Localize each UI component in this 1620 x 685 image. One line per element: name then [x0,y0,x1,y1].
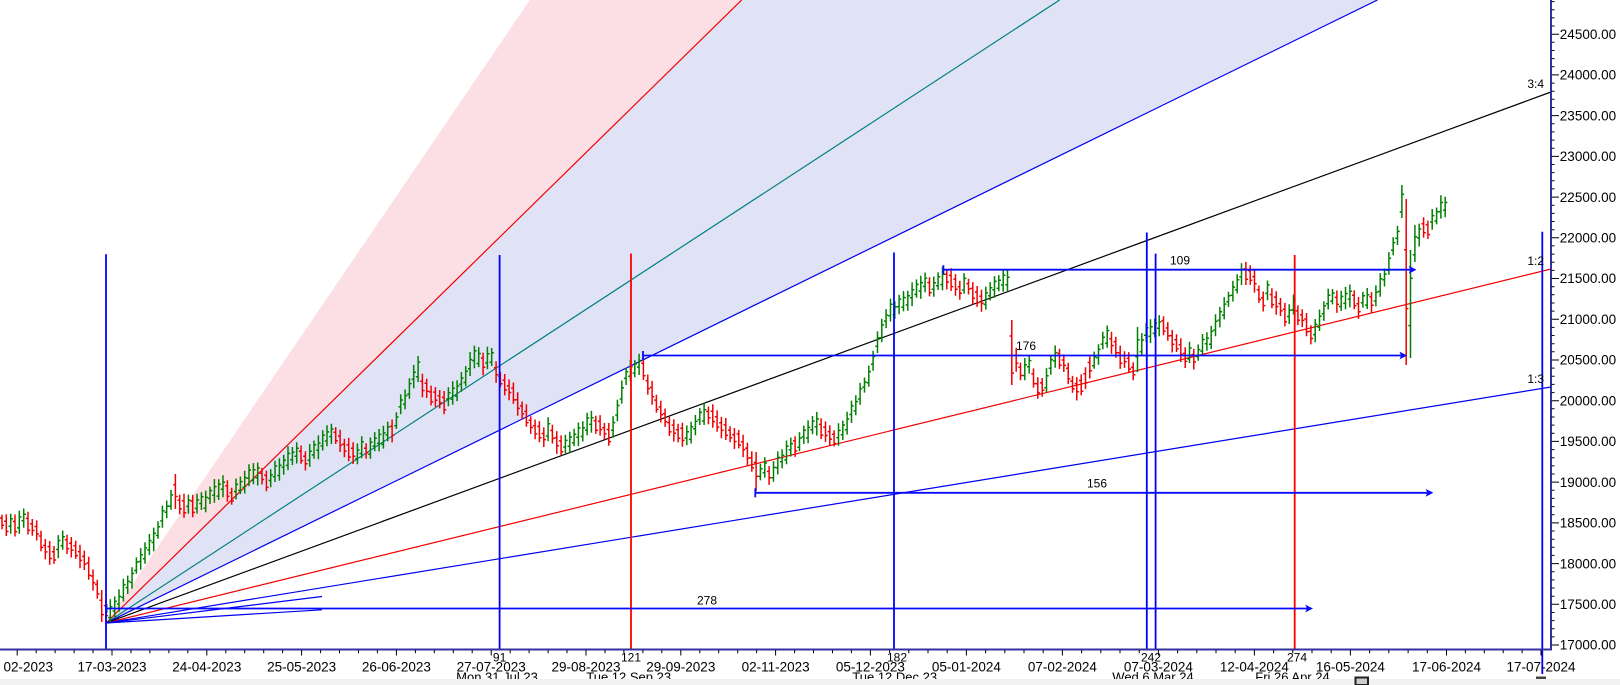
svg-text:17000.00: 17000.00 [1560,638,1616,653]
svg-text:278: 278 [697,593,717,607]
svg-text:18000.00: 18000.00 [1560,556,1616,571]
svg-text:21000.00: 21000.00 [1560,312,1616,327]
svg-text:19000.00: 19000.00 [1560,475,1616,490]
svg-text:12-04-2024: 12-04-2024 [1220,660,1290,675]
svg-text:20000.00: 20000.00 [1560,393,1616,408]
svg-text:21500.00: 21500.00 [1560,271,1616,286]
svg-text:27-07-2023: 27-07-2023 [457,660,526,675]
svg-text:02-2023: 02-2023 [4,660,54,675]
svg-text:274: 274 [1287,651,1307,665]
svg-text:17-06-2024: 17-06-2024 [1412,660,1482,675]
svg-text:05-01-2024: 05-01-2024 [932,660,1002,675]
svg-text:182: 182 [887,651,907,665]
svg-text:24000.00: 24000.00 [1560,68,1616,83]
svg-text:91: 91 [493,651,507,665]
svg-text:1:2: 1:2 [1527,254,1544,268]
svg-text:07-03-2024: 07-03-2024 [1124,660,1194,675]
svg-text:1:3: 1:3 [1527,372,1544,386]
svg-text:18500.00: 18500.00 [1560,516,1616,531]
svg-text:24-04-2023: 24-04-2023 [172,660,241,675]
svg-text:17-07-2024: 17-07-2024 [1506,660,1576,675]
svg-text:17500.00: 17500.00 [1560,597,1616,612]
svg-text:17-03-2023: 17-03-2023 [77,660,146,675]
svg-text:29-09-2023: 29-09-2023 [646,660,715,675]
svg-text:25-05-2023: 25-05-2023 [267,660,336,675]
svg-text:242: 242 [1141,651,1161,665]
svg-text:29-08-2023: 29-08-2023 [551,660,620,675]
svg-text:22000.00: 22000.00 [1560,231,1616,246]
svg-text:22500.00: 22500.00 [1560,190,1616,205]
svg-text:23500.00: 23500.00 [1560,108,1616,123]
svg-text:176: 176 [1016,339,1036,353]
svg-text:07-02-2024: 07-02-2024 [1028,660,1098,675]
svg-text:3:4: 3:4 [1527,77,1544,91]
svg-text:05-12-2023: 05-12-2023 [836,660,905,675]
svg-text:23000.00: 23000.00 [1560,149,1616,164]
svg-text:19500.00: 19500.00 [1560,434,1616,449]
svg-text:121: 121 [621,651,641,665]
svg-text:156: 156 [1087,476,1107,490]
svg-text:109: 109 [1170,254,1190,268]
svg-text:26-06-2023: 26-06-2023 [362,660,431,675]
svg-text:02-11-2023: 02-11-2023 [742,660,810,675]
svg-text:20500.00: 20500.00 [1560,353,1616,368]
svg-text:16-05-2024: 16-05-2024 [1316,660,1386,675]
svg-text:24500.00: 24500.00 [1560,27,1616,42]
